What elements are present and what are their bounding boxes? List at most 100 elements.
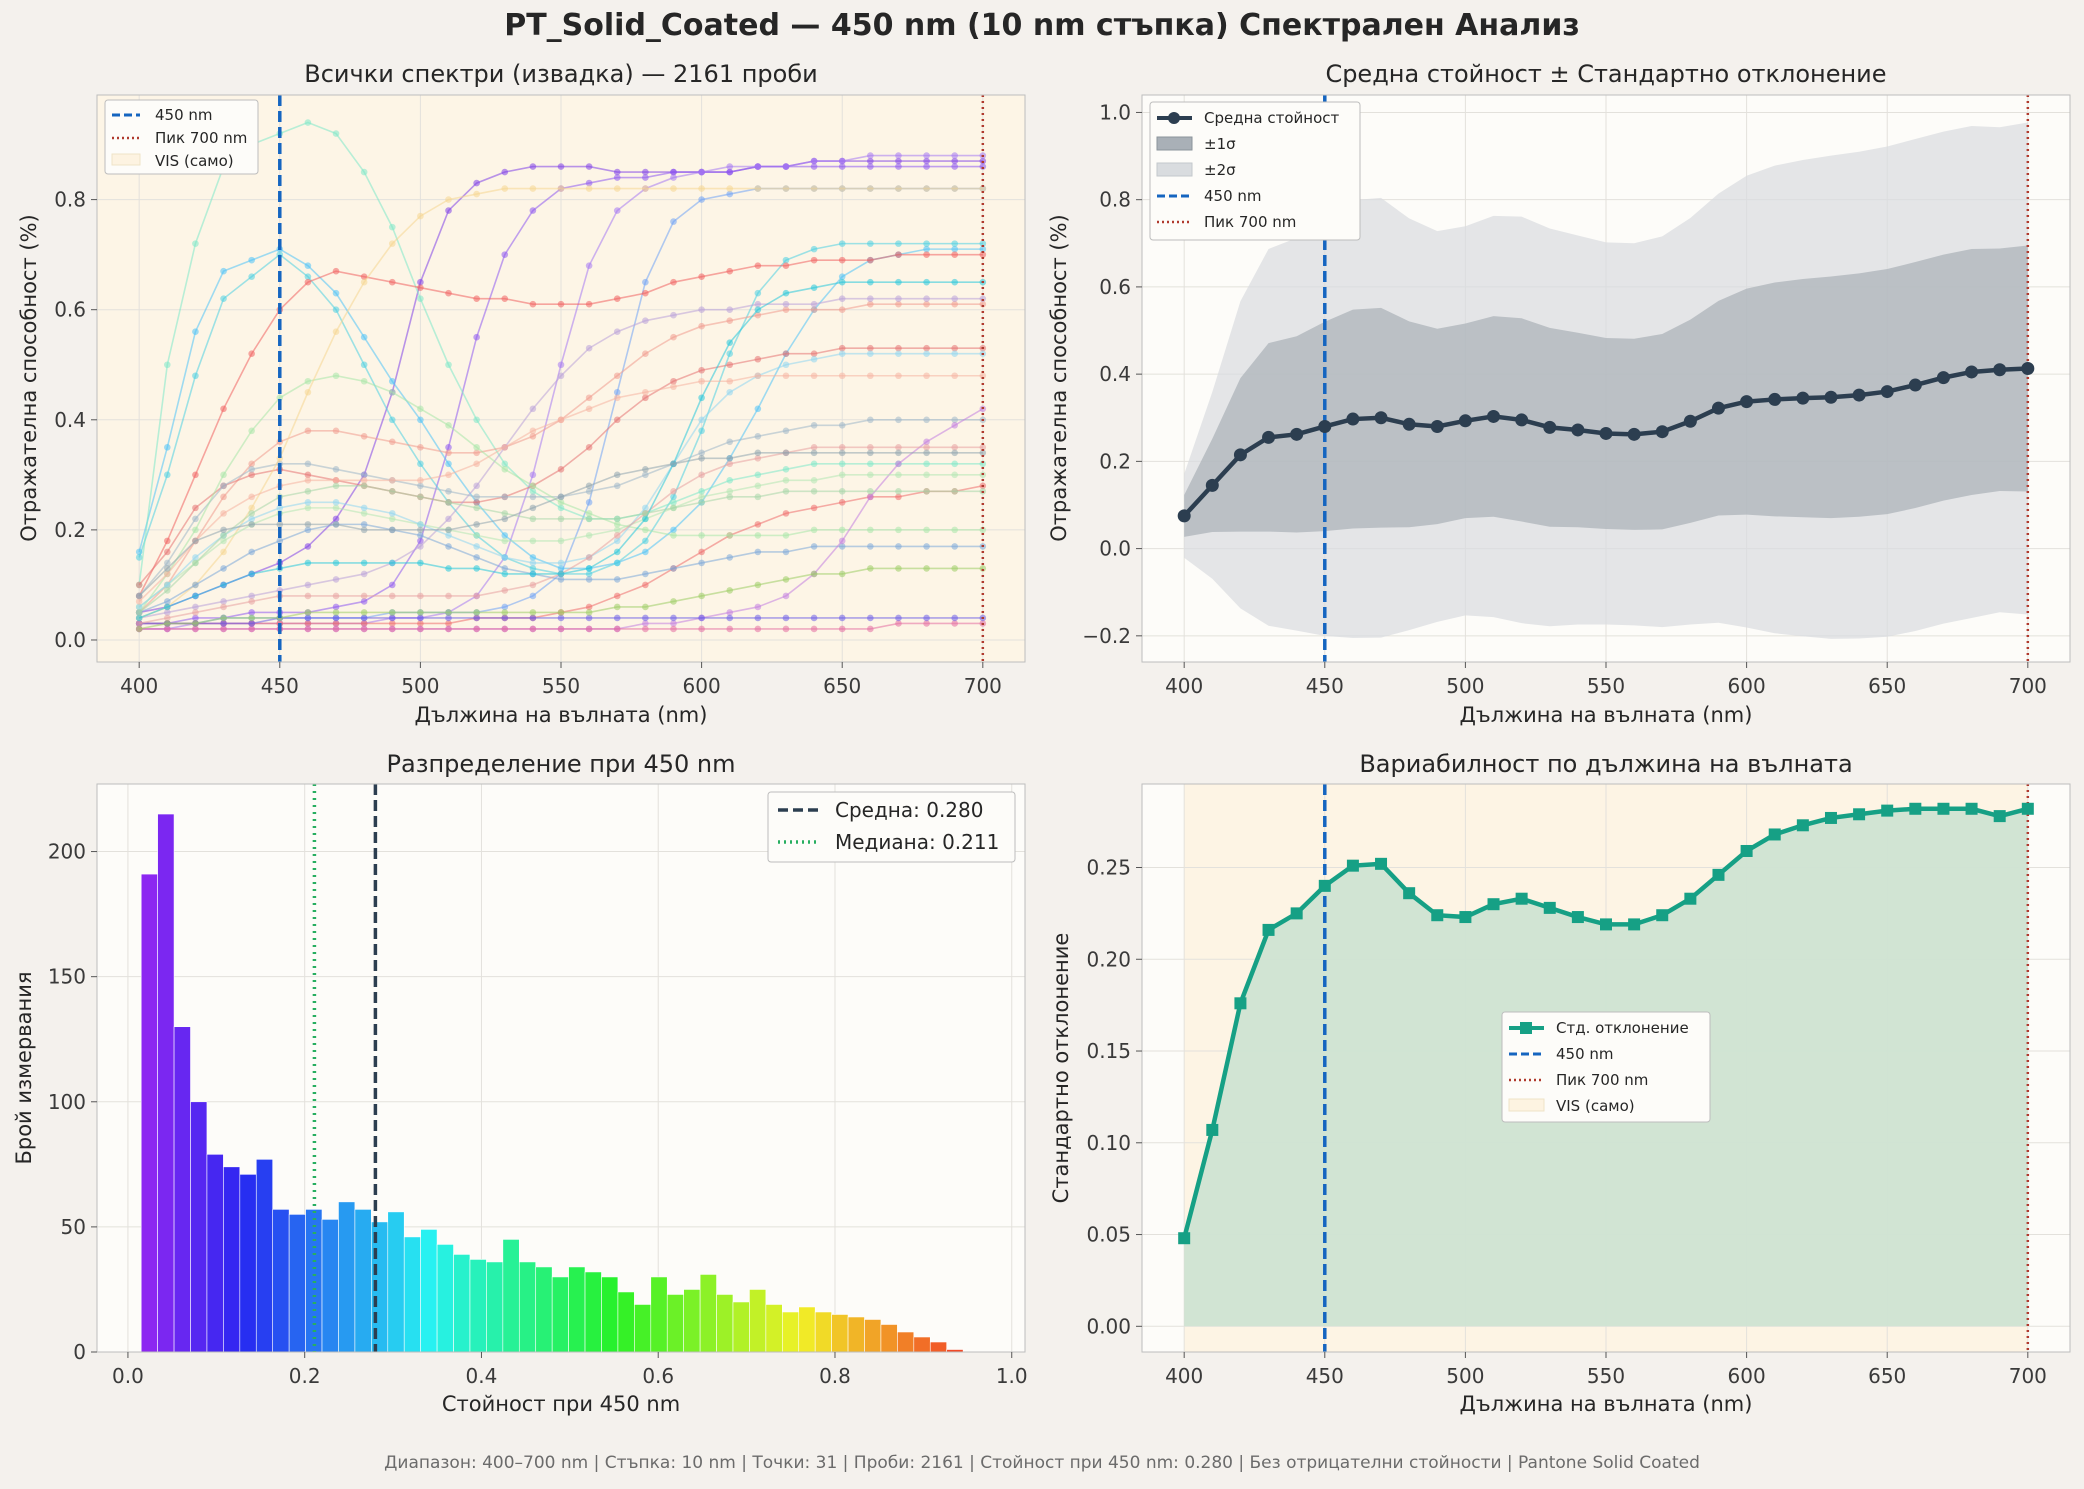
- spectrum-point: [557, 570, 565, 578]
- x-tick-label: 500: [1446, 1364, 1484, 1388]
- spectrum-point: [670, 565, 677, 572]
- spectrum-point: [248, 427, 255, 435]
- histogram-bar: [436, 1244, 454, 1353]
- spectrum-point: [670, 460, 677, 468]
- mean-point: [1205, 478, 1219, 492]
- spectrum-point: [838, 526, 846, 534]
- spectrum-point: [585, 344, 593, 352]
- legend: Средна стойност ±1σ ±2σ 450 nm Пик 700 n…: [1149, 101, 1361, 241]
- spectrum-point: [642, 504, 649, 512]
- spectrum-point: [529, 207, 537, 214]
- mean-point: [1346, 412, 1360, 426]
- spectrum-point: [417, 284, 424, 291]
- spectrum-point: [613, 521, 621, 528]
- histogram-bar: [683, 1289, 701, 1353]
- spectrum-point: [220, 405, 227, 413]
- spectrum-point: [529, 427, 537, 435]
- panel-variability: 400 450 500 550 600 650 700 0.00 0.05 0.10 0.15 0.2…: [1049, 750, 2071, 1416]
- spectrum-point: [951, 444, 958, 451]
- spectrum-point: [304, 620, 312, 627]
- std-point: [1853, 808, 1866, 821]
- spectrum-point: [670, 598, 677, 605]
- spectrum-point: [360, 433, 368, 440]
- spectrum-point: [810, 350, 818, 358]
- spectrum-point: [529, 163, 537, 170]
- spectrum-point: [332, 521, 340, 528]
- x-tick-label: 0.0: [112, 1364, 144, 1388]
- spectrum-point: [838, 625, 846, 633]
- y-tick-label: 0.00: [1086, 1314, 1131, 1338]
- spectrum-point: [220, 581, 227, 589]
- histogram-bar: [913, 1336, 931, 1353]
- histogram-bar: [929, 1341, 947, 1353]
- spectrum-point: [332, 559, 340, 567]
- spectrum-point: [670, 526, 677, 534]
- y-tick-label: 0.4: [54, 408, 86, 432]
- spectrum-point: [557, 576, 565, 583]
- spectrum-point: [529, 405, 537, 413]
- spectrum-point: [473, 543, 480, 550]
- spectrum-point: [895, 240, 902, 247]
- spectrum-point: [754, 614, 762, 622]
- spectrum-point: [473, 609, 480, 616]
- spectrum-point: [276, 537, 284, 545]
- spectrum-point: [417, 537, 424, 545]
- spectrum-point: [388, 559, 396, 567]
- std-point: [1909, 802, 1922, 815]
- y-axis-label: Отражателна способност (%): [1047, 214, 1071, 541]
- spectrum-point: [585, 488, 593, 495]
- mean-point: [1796, 391, 1810, 405]
- spectrum-point: [613, 185, 621, 192]
- spectrum-point: [529, 493, 537, 501]
- spectrum-point: [726, 317, 734, 324]
- spectrum-point: [642, 625, 649, 633]
- spectrum-point: [445, 361, 452, 369]
- spectrum-point: [867, 471, 874, 479]
- spectrum-point: [332, 289, 340, 297]
- mean-point: [1430, 419, 1444, 433]
- spectrum-point: [220, 537, 227, 545]
- spectrum-point: [867, 185, 874, 192]
- x-tick-label: 600: [683, 674, 721, 698]
- spectrum-point: [951, 163, 958, 170]
- spectrum-point: [782, 163, 790, 170]
- spectrum-point: [529, 504, 537, 512]
- spectrum-point: [192, 504, 199, 512]
- spectrum-point: [923, 526, 930, 534]
- spectrum-point: [220, 548, 227, 556]
- spectrum-point: [248, 350, 255, 358]
- spectrum-point: [360, 168, 368, 176]
- spectrum-point: [642, 278, 649, 286]
- histogram-bar: [798, 1306, 816, 1353]
- spectrum-point: [473, 521, 480, 528]
- ticks: 400 450 500 550 600 650 700 0.00 0.05 0.10 0.15 0.2…: [1086, 856, 2046, 1388]
- y-axis-label: Отражателна способност (%): [17, 214, 41, 541]
- spectrum-point: [304, 526, 312, 534]
- spectrum-point: [838, 499, 846, 506]
- spectrum-point: [670, 493, 677, 501]
- spectrum-point: [810, 504, 818, 512]
- spectrum-point: [782, 510, 790, 517]
- spectrum-point: [613, 328, 621, 336]
- spectrum-point: [698, 427, 705, 435]
- spectrum-point: [754, 548, 762, 556]
- histogram-bar: [420, 1229, 438, 1353]
- spectrum-point: [360, 278, 368, 286]
- spectrum-point: [895, 295, 902, 302]
- mean-point: [1768, 392, 1782, 406]
- spectrum-point: [810, 300, 818, 308]
- spectrum-point: [979, 300, 987, 308]
- spectrum-point: [979, 245, 987, 253]
- std-point: [1543, 901, 1556, 914]
- spectrum-point: [220, 493, 227, 501]
- spectrum-point: [642, 185, 649, 192]
- spectrum-point: [613, 614, 621, 622]
- spectrum-point: [501, 515, 509, 523]
- spectrum-point: [923, 614, 930, 622]
- spectrum-point: [895, 444, 902, 451]
- spectrum-point: [867, 300, 874, 308]
- spectrum-point: [754, 433, 762, 440]
- spectrum-point: [698, 592, 705, 600]
- spectrum-point: [867, 460, 874, 468]
- spectrum-point: [670, 614, 677, 622]
